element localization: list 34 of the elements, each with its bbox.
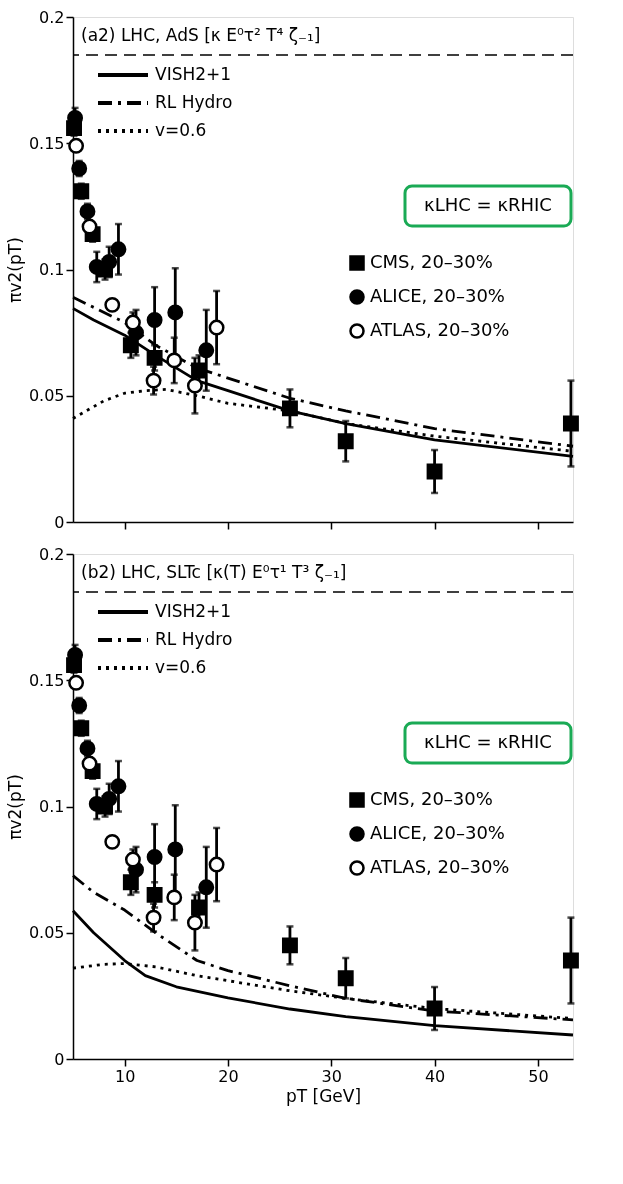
- legend-label: CMS, 20–30%: [370, 251, 493, 272]
- y-tick-label: 0.1: [39, 260, 65, 279]
- y-tick-label: 0.1: [39, 797, 65, 816]
- annotation: κLHC = κRHIC: [424, 194, 552, 215]
- legend-label: ALICE, 20–30%: [370, 285, 505, 306]
- legend-label: v=0.6: [155, 120, 207, 140]
- legend-label: ALICE, 20–30%: [370, 822, 505, 843]
- legend-label: VISH2+1: [155, 601, 232, 621]
- y-axis-title: πv2(pT): [4, 237, 25, 303]
- legend-label: ATLAS, 20–30%: [370, 319, 510, 340]
- x-tick-label: 10: [114, 1066, 136, 1086]
- legend-label: ATLAS, 20–30%: [370, 856, 510, 877]
- x-tick-label: 20: [218, 1066, 239, 1086]
- x-tick-label: 50: [528, 1066, 549, 1086]
- y-tick-label: 0.15: [28, 133, 65, 153]
- legend-label: v=0.6: [155, 657, 207, 677]
- y-tick-label: 0: [54, 1049, 65, 1069]
- legend-label: VISH2+1: [155, 64, 232, 84]
- y-axis-title: πv2(pT): [4, 774, 25, 840]
- y-tick-label: 0.15: [28, 670, 65, 690]
- text: (b2) LHC, SLTc [κ(T) E⁰τ¹ T³ ζ₋₁]: [81, 562, 347, 582]
- legend-label: CMS, 20–30%: [370, 788, 493, 809]
- x-axis-title: pT [GeV]: [285, 1085, 362, 1106]
- x-tick-label: 40: [424, 1066, 446, 1086]
- y-tick-label: 0: [54, 512, 65, 532]
- y-tick-label: 0.05: [28, 923, 65, 943]
- y-tick-label: 0.2: [39, 7, 65, 27]
- y-tick-label: 0.05: [28, 386, 65, 406]
- text: (a2) LHC, AdS [κ E⁰τ² T⁴ ζ₋₁]: [81, 25, 321, 45]
- legend-label: RL Hydro: [155, 92, 233, 112]
- y-tick-label: 0.2: [39, 544, 65, 564]
- annotation: κLHC = κRHIC: [424, 731, 552, 752]
- legend-label: RL Hydro: [155, 629, 233, 649]
- x-tick-label: 30: [321, 1066, 342, 1086]
